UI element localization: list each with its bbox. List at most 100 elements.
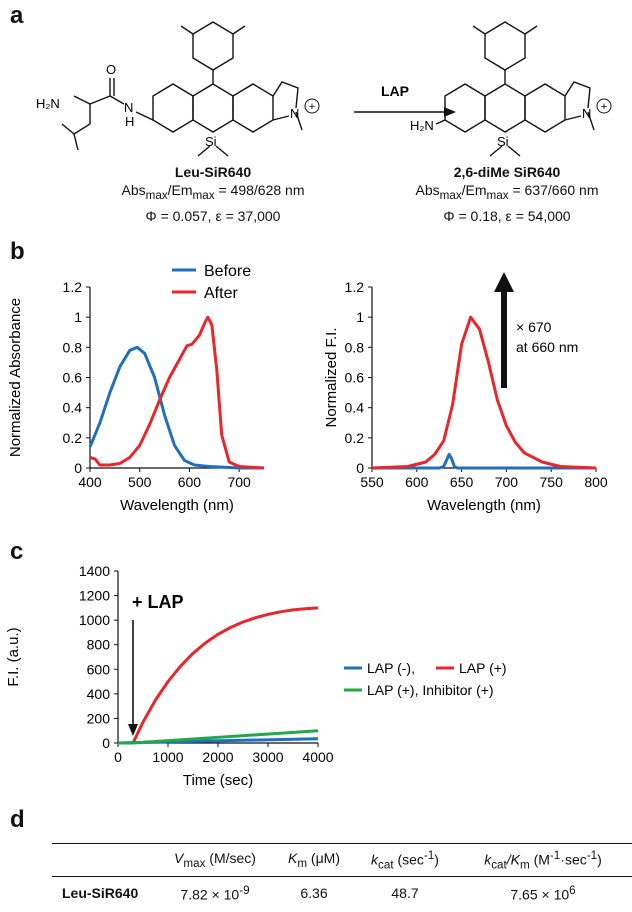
reactant-h2n-atom: H₂N — [36, 96, 60, 111]
fluorescence-y-tick-label: 0.4 — [345, 400, 365, 416]
table-row-label: Leu-SiR640 — [62, 885, 139, 901]
fluorescence-series-after — [371, 315, 597, 470]
table-header-kcat: kcat (sec-1) — [371, 848, 439, 872]
kinetics-y-tick-label: 1000 — [79, 612, 110, 628]
reactant-quantum-yield: Φ = 0.057, ε = 37,000 — [145, 207, 281, 224]
fluorescence-y-axis-label: Normalized F.I. — [323, 327, 340, 427]
reactant-abs-em: Absmax/Emmax = 498/628 nm — [121, 182, 305, 202]
kinetics-legend-label: LAP (+), Inhibitor (+) — [367, 682, 494, 698]
kinetics-y-tick-label: 400 — [87, 686, 111, 702]
absorbance-x-tick-label: 500 — [128, 474, 152, 490]
kinetics-y-tick-label: 1400 — [79, 563, 110, 579]
absorbance-legend-label: After — [204, 285, 238, 302]
absorbance-x-tick-label: 400 — [78, 474, 102, 490]
product-h2n-atom: H₂N — [410, 118, 434, 133]
table-cell-kcat: 48.7 — [391, 885, 419, 901]
absorbance-x-axis-label: Wavelength (nm) — [120, 497, 234, 514]
absorbance-y-tick-label: 0.8 — [63, 339, 83, 355]
reactant-n-atom: N — [290, 106, 299, 121]
table-row: Leu-SiR640 7.82 × 10-9 6.36 48.7 7.65 × … — [52, 877, 632, 910]
kinetics-chart: 0 1000 2000 3000 4000 0 200 400 600 800 1000 1200 14… — [5, 563, 507, 789]
fluorescence-x-tick-label: 550 — [360, 474, 384, 490]
table-header-vmax: Vmax (M/sec) — [174, 850, 256, 870]
fluorescence-y-tick-label: 0.6 — [345, 370, 365, 386]
kinetics-x-tick-label: 3000 — [252, 749, 283, 765]
table-header-blank — [52, 844, 158, 877]
fluorescence-y-tick-label: 0.2 — [345, 430, 365, 446]
kinetics-x-tick-label: 4000 — [302, 749, 333, 765]
fold-change-arrow-head — [494, 272, 514, 292]
product-charge: + — [601, 101, 607, 113]
kinetics-y-tick-label: 200 — [87, 710, 111, 726]
absorbance-x-tick-label: 600 — [178, 474, 202, 490]
fluorescence-y-tick-label: 0 — [356, 460, 364, 476]
kinetics-series-lap — [118, 606, 319, 745]
product-quantum-yield: Φ = 0.18, ε = 54,000 — [443, 207, 571, 224]
product-structure — [435, 21, 595, 157]
absorbance-y-axis-label: Normalized Absorbance — [7, 298, 24, 457]
kinetics-legend-label: LAP (+) — [459, 660, 507, 676]
reaction-arrow-head — [444, 107, 456, 117]
absorbance-series-after — [89, 315, 265, 470]
product-n-atom: N — [582, 106, 591, 121]
product-abs-em: Absmax/Emmax = 637/660 nm — [415, 182, 599, 202]
kinetics-y-tick-label: 1200 — [79, 588, 110, 604]
reactant-caption: Leu-SiR640 Absmax/Emmax = 498/628 nm Φ =… — [88, 164, 338, 226]
reactant-oxygen-atom: O — [106, 62, 116, 77]
panel-label-d: d — [10, 806, 25, 833]
kinetics-y-axis-label: F.I. (a.u.) — [5, 627, 22, 686]
fold-change-wavelength: at 660 nm — [516, 339, 578, 355]
kinetics-y-tick-label: 600 — [87, 661, 111, 677]
fluorescence-y-tick-label: 0.8 — [345, 339, 365, 355]
fluorescence-x-tick-label: 650 — [450, 474, 474, 490]
absorbance-y-tick-label: 0.4 — [63, 400, 83, 416]
absorbance-y-tick-label: 1.2 — [63, 279, 83, 295]
kinetics-x-tick-label: 0 — [114, 749, 122, 765]
lap-addition-label: + LAP — [132, 592, 184, 612]
reactant-charge-circle — [304, 98, 320, 114]
kinetics-x-tick-label: 2000 — [202, 749, 233, 765]
lap-addition-arrow-head — [128, 724, 138, 736]
absorbance-legend-label: Before — [204, 263, 251, 280]
table-header-row: Vmax (M/sec) Km (μM) kcat (sec-1) kcat/K… — [52, 843, 632, 877]
kinetics-x-axis-label: Time (sec) — [183, 772, 253, 789]
absorbance-y-tick-label: 0.6 — [63, 370, 83, 386]
table-cell-vmax: 7.82 × 10-9 — [180, 883, 250, 903]
absorbance-y-tick-label: 0 — [74, 460, 82, 476]
table-cell-kcat-km: 7.65 × 106 — [510, 883, 576, 903]
reaction-arrow-label: LAP — [381, 83, 409, 99]
absorbance-chart: 400 500 600 700 0 0.2 0.4 0.6 0.8 1 1.2 Wavelength … — [7, 263, 265, 514]
kinetics-legend-label: LAP (-), — [367, 660, 415, 676]
absorbance-series-before — [88, 345, 264, 470]
product-name: 2,6-diMe SiR640 — [453, 164, 561, 180]
absorbance-y-tick-label: 0.2 — [63, 430, 83, 446]
kinetics-y-tick-label: 0 — [102, 735, 110, 751]
absorbance-y-tick-label: 1 — [74, 309, 82, 325]
fluorescence-x-tick-label: 600 — [405, 474, 429, 490]
panel-label-a: a — [10, 2, 24, 29]
reaction-scheme: H₂N O N H Si N + LAP H₂N Si N + — [36, 21, 612, 157]
table-cell-km: 6.36 — [300, 885, 328, 901]
fluorescence-x-axis-label: Wavelength (nm) — [427, 497, 541, 514]
reactant-charge: + — [309, 101, 315, 113]
panel-label-c: c — [10, 538, 24, 565]
reactant-structure — [61, 21, 303, 157]
fluorescence-x-tick-label: 800 — [584, 474, 608, 490]
product-si-atom: Si — [497, 134, 509, 149]
reactant-name: Leu-SiR640 — [174, 164, 252, 180]
reactant-h-atom: H — [125, 114, 134, 129]
kinetics-series-lap-inhibitor — [118, 729, 319, 745]
table-header-km: Km (μM) — [287, 850, 340, 870]
product-charge-circle — [596, 98, 612, 114]
kinetic-parameters-table: Vmax (M/sec) Km (μM) kcat (sec-1) kcat/K… — [52, 843, 632, 909]
fluorescence-series-before — [372, 452, 596, 470]
fold-change-label: × 670 — [516, 319, 552, 335]
table-header-kcat-km: kcat/Km (M-1·sec-1) — [484, 848, 602, 872]
kinetics-x-tick-label: 1000 — [152, 749, 183, 765]
fluorescence-chart: 550 600 650 700 750 800 0 0.2 0.4 0.6 0.8 1 1.2 Wavel… — [323, 272, 608, 514]
kinetics-y-tick-label: 800 — [87, 637, 111, 653]
reactant-si-atom: Si — [205, 134, 217, 149]
absorbance-x-tick-label: 700 — [227, 474, 251, 490]
fluorescence-y-tick-label: 1.2 — [345, 279, 365, 295]
panel-label-b: b — [10, 238, 25, 265]
